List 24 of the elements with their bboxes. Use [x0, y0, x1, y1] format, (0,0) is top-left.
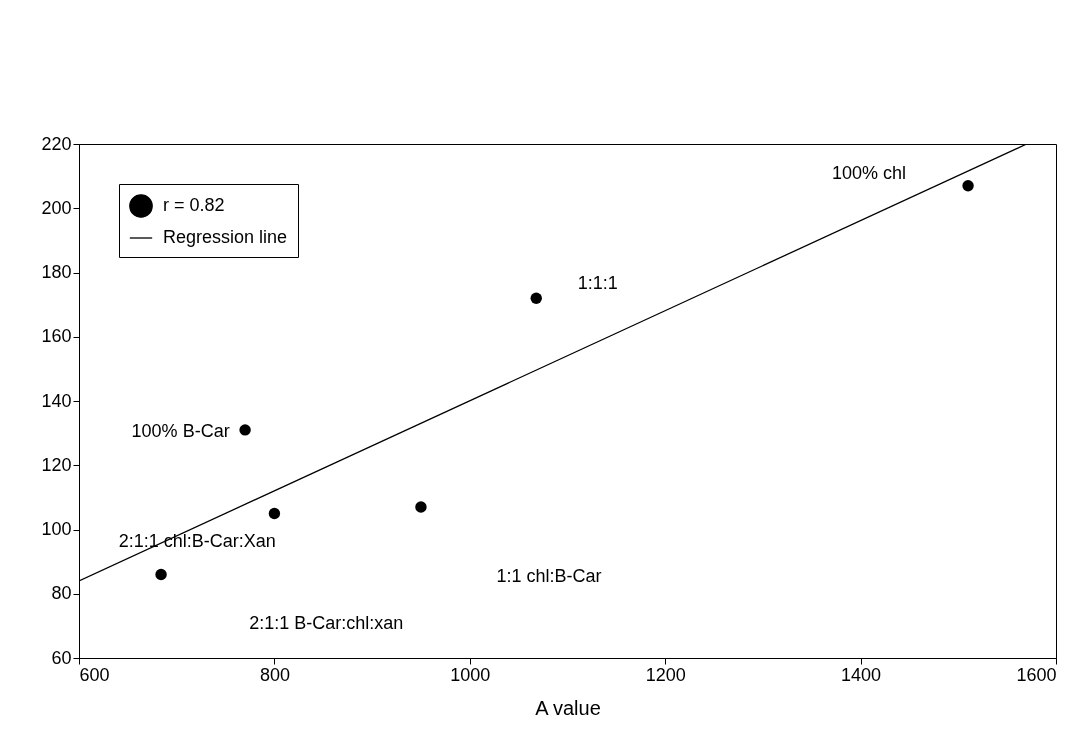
- y-tick-label: 220: [41, 133, 72, 154]
- y-tick-label: 200: [41, 197, 72, 218]
- annotation: 100% B-Car: [131, 420, 230, 441]
- x-axis-title: A value: [535, 696, 601, 719]
- annotation: 2:1:1 chl:B-Car:Xan: [118, 530, 276, 551]
- y-tick-label: 100: [41, 519, 72, 539]
- y-tick-label: 160: [41, 326, 72, 347]
- y-tick-label: 120: [41, 454, 72, 475]
- y-tick-label: 140: [41, 390, 72, 411]
- x-tick-label: 800: [259, 664, 290, 685]
- annotation: 100% chl: [831, 163, 907, 184]
- x-tick-label: 600: [79, 664, 110, 685]
- x-tick-label: 1400: [841, 664, 882, 685]
- legend-label: r = 0.82: [163, 195, 225, 215]
- x-tick-label: 1600: [1016, 664, 1057, 685]
- annotation: 2:1:1 B-Car:chl:xan: [249, 613, 404, 634]
- x-tick-label: 1000: [450, 664, 491, 685]
- annotation: 1:1:1: [577, 272, 618, 293]
- legend-label: Regression line: [163, 227, 288, 247]
- x-tick-label: 1200: [645, 664, 686, 685]
- y-tick-label: 60: [51, 647, 72, 668]
- annotation: 1:1 chl:B-Car: [496, 565, 602, 586]
- y-tick-label: 180: [41, 262, 72, 282]
- y-tick-label: 80: [51, 583, 72, 604]
